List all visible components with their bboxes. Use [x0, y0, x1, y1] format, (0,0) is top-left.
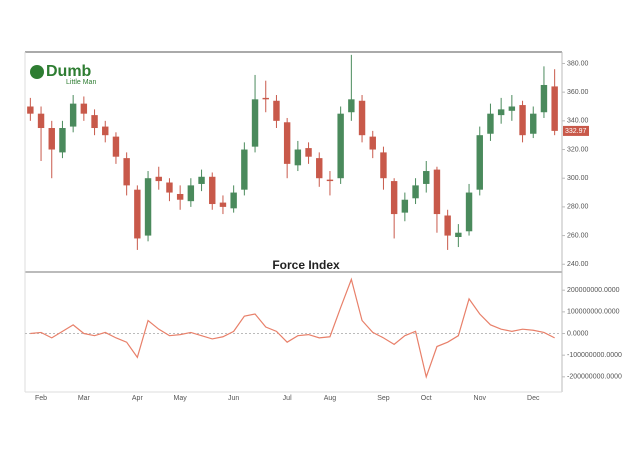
candle-body: [337, 113, 344, 179]
candle-body: [59, 128, 66, 153]
x-tick-label: Sep: [377, 395, 390, 402]
logo-title: Dumb: [46, 63, 92, 80]
candle-body: [166, 182, 173, 193]
last-price-label: 332.97: [565, 128, 587, 135]
candle-body: [241, 149, 248, 190]
candle-body: [465, 192, 473, 232]
candle-body: [540, 84, 548, 113]
logo-icon: [30, 65, 44, 79]
candle-body: [283, 122, 291, 164]
y-tick-label: 280.00: [567, 204, 589, 211]
candle-body: [433, 169, 441, 215]
candle-body: [69, 103, 77, 127]
candle-body: [219, 202, 227, 207]
candle-body: [369, 136, 376, 150]
candle-body: [251, 99, 259, 147]
last-price-tag: [563, 125, 589, 136]
x-tick-label: Dec: [527, 395, 540, 402]
candle-body: [348, 99, 355, 113]
candle-body: [412, 185, 419, 199]
candle-body: [112, 136, 120, 157]
y-tick-label: 240.00: [567, 261, 589, 268]
candle-body: [176, 193, 184, 200]
x-tick-label: Aug: [324, 395, 337, 402]
candle-body: [123, 158, 130, 186]
candle-body: [144, 178, 152, 236]
candle-body: [326, 179, 334, 182]
x-tick-label: Mar: [78, 395, 91, 402]
candle-body: [508, 106, 516, 111]
candle-body: [198, 176, 205, 184]
x-tick-label: May: [174, 395, 188, 402]
logo: Dumb Little Man: [30, 63, 96, 86]
y-tick-label: 360.00: [567, 89, 589, 96]
x-tick-label: Nov: [474, 395, 487, 402]
candle-body: [390, 181, 398, 215]
candle-body: [80, 103, 88, 114]
candle-body: [48, 128, 55, 150]
y-tick-label: 320.00: [567, 146, 589, 153]
candle-body: [551, 86, 558, 131]
candle-body: [530, 113, 537, 134]
y-tick-label: 340.00: [567, 118, 589, 125]
x-tick-label: Jun: [228, 395, 239, 402]
x-tick-label: Apr: [132, 395, 144, 402]
y-tick-label: 260.00: [567, 232, 589, 239]
candle-body: [476, 135, 483, 190]
x-tick-label: Feb: [35, 395, 47, 402]
candle-body: [444, 215, 451, 236]
candle-body: [358, 100, 366, 136]
x-tick-label: Jul: [283, 395, 292, 402]
y-tick-label: 100000000.0000: [567, 309, 620, 316]
candle-body: [423, 171, 430, 184]
candle-body: [37, 113, 45, 129]
candle-body: [305, 148, 312, 157]
force-index-line: [30, 277, 555, 379]
candle-body: [102, 126, 109, 136]
candle-body: [187, 185, 195, 202]
candle-body: [380, 152, 387, 179]
candle-body: [27, 106, 34, 114]
candle-body: [455, 232, 462, 238]
y-tick-label: -200000000.0000: [567, 374, 622, 381]
panel-title: Force Index: [272, 258, 340, 272]
candle-body: [273, 100, 280, 121]
candle-body: [155, 176, 162, 182]
y-tick-label: 300.00: [567, 175, 589, 182]
y-tick-label: 200000000.0000: [567, 287, 620, 294]
candle-body: [134, 189, 141, 239]
candle-body: [401, 199, 409, 213]
x-tick-label: Oct: [421, 395, 432, 402]
candle-body: [316, 158, 323, 179]
candle-body: [497, 109, 505, 116]
y-tick-label: 0.0000: [567, 330, 589, 337]
candle-body: [519, 105, 526, 136]
candle-body: [487, 113, 494, 134]
y-tick-label: 380.00: [567, 60, 589, 67]
candle-body: [209, 176, 216, 205]
candle-body: [262, 97, 269, 100]
candle-body: [91, 115, 98, 129]
y-tick-label: -100000000.0000: [567, 352, 622, 359]
candle-body: [294, 149, 302, 166]
candle-body: [230, 192, 237, 209]
logo-subtitle: Little Man: [66, 79, 96, 86]
